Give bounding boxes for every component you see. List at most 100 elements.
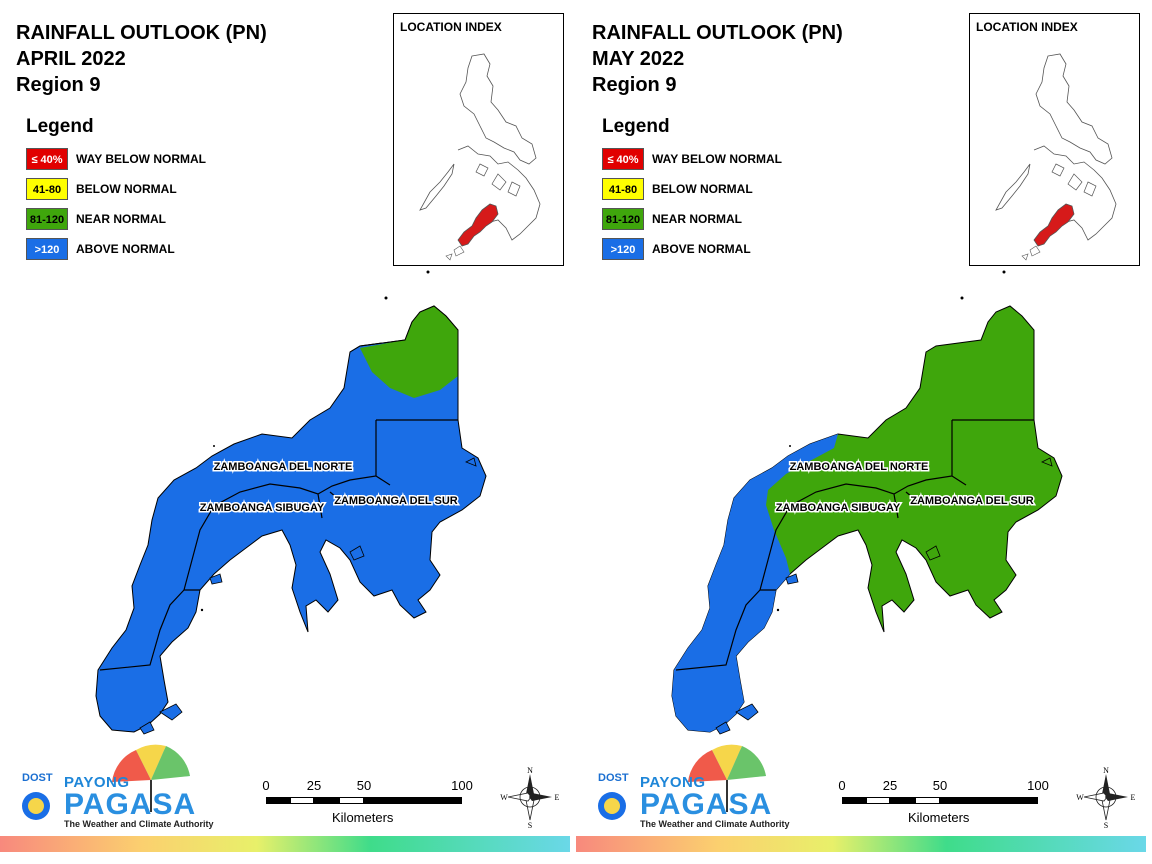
legend-swatch: 81-120 xyxy=(602,208,644,230)
legend-swatch: ≤ 40% xyxy=(602,148,644,170)
scale-tick: 100 xyxy=(451,778,473,793)
legend-label: WAY BELOW NORMAL xyxy=(76,152,207,166)
legend-label: WAY BELOW NORMAL xyxy=(652,152,783,166)
legend-label: NEAR NORMAL xyxy=(652,212,742,226)
legend-item-above: >120 ABOVE NORMAL xyxy=(26,238,175,268)
region-map: ZAMBOANGA DEL NORTE ZAMBOANGA SIBUGAY ZA… xyxy=(671,270,1063,735)
legend: Legend ≤ 40% WAY BELOW NORMAL 41-80 BELO… xyxy=(26,116,206,268)
scale-bar: 0 25 50 100 Kilometers xyxy=(836,778,1052,828)
scale-tick: 25 xyxy=(306,778,322,793)
legend-item-near: 81-120 NEAR NORMAL xyxy=(26,208,166,238)
compass-n: N xyxy=(527,766,533,775)
province-area-main xyxy=(671,305,1063,733)
province-label-zdn: ZAMBOANGA DEL NORTE xyxy=(790,461,929,473)
outlook-panel-may: RAINFALL OUTLOOK (PN) MAY 2022 Region 9 … xyxy=(576,0,1152,864)
legend-label: BELOW NORMAL xyxy=(76,182,177,196)
scale-tick: 50 xyxy=(356,778,372,793)
legend-label: ABOVE NORMAL xyxy=(652,242,751,256)
scale-tick: 100 xyxy=(1027,778,1049,793)
compass-n: N xyxy=(1103,766,1109,775)
legend-swatch: ≤ 40% xyxy=(26,148,68,170)
legend-label: BELOW NORMAL xyxy=(652,182,753,196)
legend-swatch: 41-80 xyxy=(602,178,644,200)
region9-highlight xyxy=(1033,203,1075,247)
legend-item-below: 41-80 BELOW NORMAL xyxy=(26,178,177,208)
pagasa-logo: DOST PAYONG PAGASA The Weather and Clima… xyxy=(16,742,216,834)
pagasa-tagline: The Weather and Climate Authority xyxy=(64,819,214,829)
payong-text: PAYONG xyxy=(640,774,706,791)
province-label-zds: ZAMBOANGA DEL SUR xyxy=(334,495,458,507)
payong-text: PAYONG xyxy=(64,774,130,791)
legend-item-way-below: ≤ 40% WAY BELOW NORMAL xyxy=(602,148,782,178)
scale-unit: Kilometers xyxy=(332,810,394,825)
title-line1: RAINFALL OUTLOOK (PN) xyxy=(592,22,843,44)
compass-s: S xyxy=(528,821,532,828)
scale-tick: 25 xyxy=(882,778,898,793)
color-band xyxy=(576,836,1146,852)
pagasa-text: PAGASA xyxy=(64,788,197,821)
compass-w: W xyxy=(500,793,508,802)
umbrella-icon xyxy=(22,744,190,820)
scale-bar: 0 25 50 100 Kilometers xyxy=(260,778,476,828)
province-boundaries xyxy=(675,419,1034,671)
legend-item-way-below: ≤ 40% WAY BELOW NORMAL xyxy=(26,148,206,178)
compass-e: E xyxy=(555,793,560,802)
near-normal-area xyxy=(360,306,458,398)
outlook-panel-april: RAINFALL OUTLOOK (PN) APRIL 2022 Region … xyxy=(0,13,570,852)
pagasa-tagline: The Weather and Climate Authority xyxy=(640,819,790,829)
map-title: RAINFALL OUTLOOK (PN) APRIL 2022 Region … xyxy=(16,20,267,98)
legend-swatch: >120 xyxy=(602,238,644,260)
legend-swatch: >120 xyxy=(26,238,68,260)
province-label-zdn: ZAMBOANGA DEL NORTE xyxy=(214,461,353,473)
compass-rose: N S W E xyxy=(1076,766,1136,830)
above-normal-area xyxy=(672,434,838,732)
title-line1: RAINFALL OUTLOOK (PN) xyxy=(16,22,267,44)
legend-title: Legend xyxy=(602,116,670,137)
title-region: Region 9 xyxy=(592,74,677,96)
location-index: LOCATION INDEX xyxy=(969,13,1140,266)
legend: Legend ≤ 40% WAY BELOW NORMAL 41-80 BELO… xyxy=(602,116,782,268)
compass-icon: N S W E xyxy=(500,766,560,830)
province-label-zds: ZAMBOANGA DEL SUR xyxy=(910,495,1034,507)
compass-w: W xyxy=(1076,793,1084,802)
province-label-zs: ZAMBOANGA SIBUGAY xyxy=(776,502,901,514)
legend-item-near: 81-120 NEAR NORMAL xyxy=(602,208,742,238)
location-index-title: LOCATION INDEX xyxy=(400,20,502,34)
province-label-zs: ZAMBOANGA SIBUGAY xyxy=(200,502,325,514)
legend-label: NEAR NORMAL xyxy=(76,212,166,226)
umbrella-icon xyxy=(598,744,766,820)
islands xyxy=(139,457,477,735)
title-region: Region 9 xyxy=(16,74,101,96)
province-area-main xyxy=(95,305,487,733)
pagasa-text: PAGASA xyxy=(640,788,773,821)
location-index-title: LOCATION INDEX xyxy=(976,20,1078,34)
scale-tick: 0 xyxy=(838,778,846,793)
philippines-outline xyxy=(419,53,541,261)
scale-tick: 0 xyxy=(262,778,270,793)
title-month: MAY 2022 xyxy=(592,48,685,70)
islands xyxy=(715,457,1053,735)
legend-swatch: 41-80 xyxy=(26,178,68,200)
compass-e: E xyxy=(1131,793,1136,802)
dost-text: DOST xyxy=(22,772,53,784)
compass-icon: N S W E xyxy=(1076,766,1136,830)
legend-label: ABOVE NORMAL xyxy=(76,242,175,256)
legend-item-above: >120 ABOVE NORMAL xyxy=(602,238,751,268)
map-title: RAINFALL OUTLOOK (PN) MAY 2022 Region 9 xyxy=(592,20,843,98)
legend-title: Legend xyxy=(26,116,94,137)
compass-s: S xyxy=(1104,821,1108,828)
legend-item-below: 41-80 BELOW NORMAL xyxy=(602,178,753,208)
region-map: ZAMBOANGA DEL NORTE ZAMBOANGA SIBUGAY ZA… xyxy=(95,270,487,735)
province-boundaries xyxy=(99,419,458,671)
legend-swatch: 81-120 xyxy=(26,208,68,230)
compass-rose: N S W E xyxy=(500,766,560,830)
scale-unit: Kilometers xyxy=(908,810,970,825)
location-index: LOCATION INDEX xyxy=(393,13,564,266)
pagasa-logo: DOST PAYONG PAGASA The Weather and Clima… xyxy=(592,742,792,834)
title-month: APRIL 2022 xyxy=(16,48,126,70)
region9-highlight xyxy=(457,203,499,247)
scale-tick: 50 xyxy=(932,778,948,793)
color-band xyxy=(0,836,570,852)
dost-text: DOST xyxy=(598,772,629,784)
philippines-outline xyxy=(995,53,1117,261)
